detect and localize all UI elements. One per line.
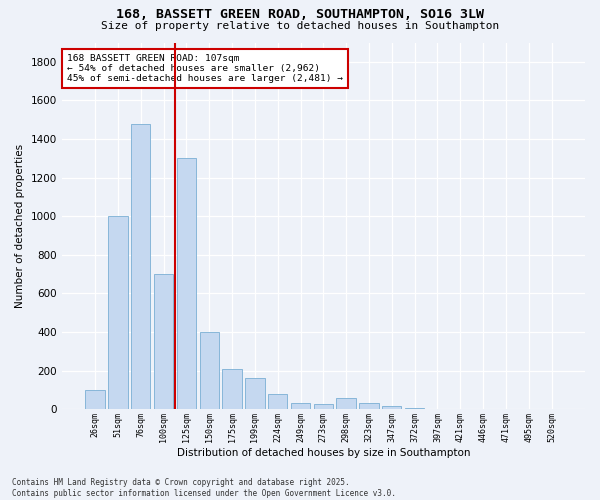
Bar: [405, 408, 424, 409]
Bar: [291, 404, 310, 409]
Bar: [177, 158, 196, 409]
Text: 168, BASSETT GREEN ROAD, SOUTHAMPTON, SO16 3LW: 168, BASSETT GREEN ROAD, SOUTHAMPTON, SO…: [116, 8, 484, 20]
Bar: [85, 390, 105, 409]
Text: Size of property relative to detached houses in Southampton: Size of property relative to detached ho…: [101, 21, 499, 31]
Text: 168 BASSETT GREEN ROAD: 107sqm
← 54% of detached houses are smaller (2,962)
45% : 168 BASSETT GREEN ROAD: 107sqm ← 54% of …: [67, 54, 343, 84]
Bar: [245, 378, 265, 409]
Text: Contains HM Land Registry data © Crown copyright and database right 2025.
Contai: Contains HM Land Registry data © Crown c…: [12, 478, 396, 498]
Bar: [314, 404, 333, 409]
Bar: [131, 124, 151, 409]
X-axis label: Distribution of detached houses by size in Southampton: Distribution of detached houses by size …: [176, 448, 470, 458]
Bar: [382, 406, 401, 409]
Bar: [200, 332, 219, 409]
Bar: [268, 394, 287, 409]
Bar: [337, 398, 356, 409]
Bar: [108, 216, 128, 409]
Bar: [223, 368, 242, 409]
Bar: [154, 274, 173, 409]
Bar: [359, 404, 379, 409]
Y-axis label: Number of detached properties: Number of detached properties: [15, 144, 25, 308]
